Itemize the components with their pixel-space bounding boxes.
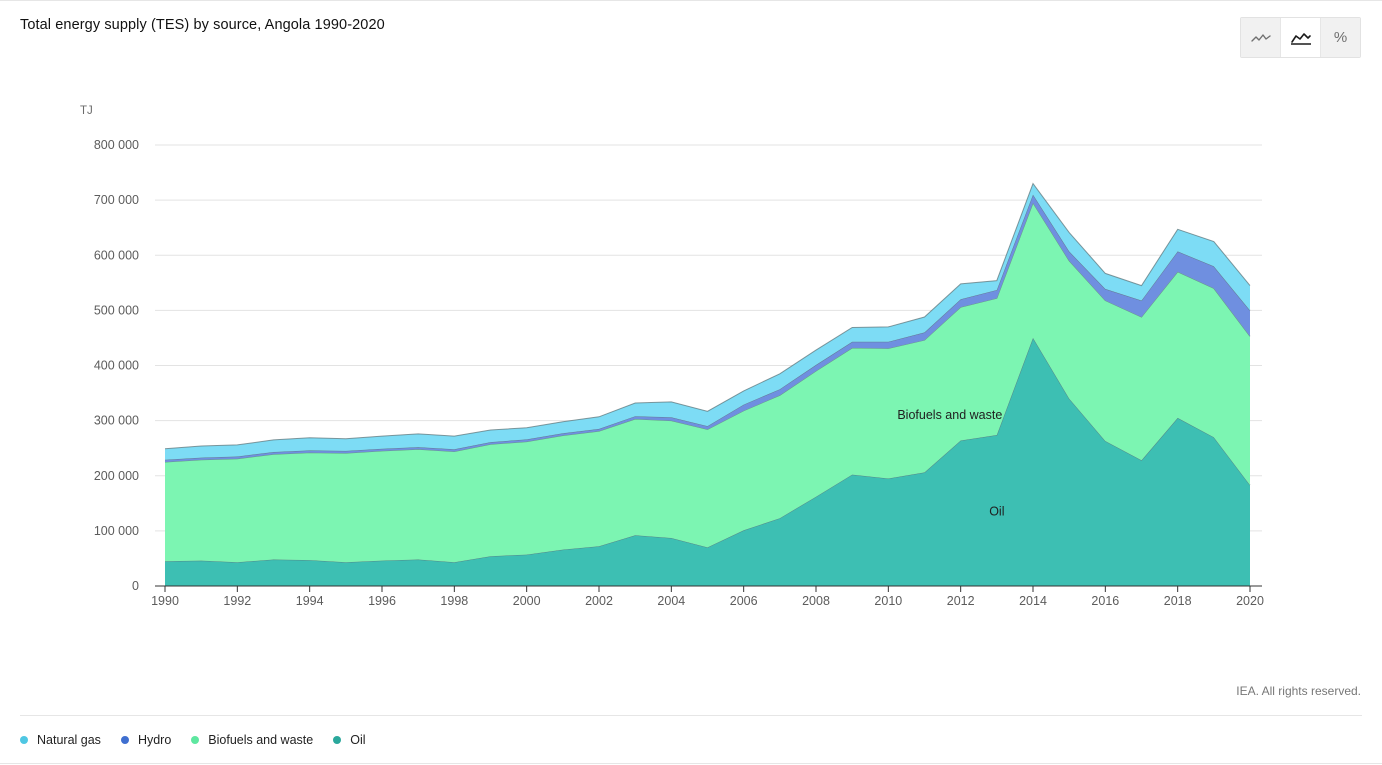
x-tick-label: 2006: [730, 594, 758, 608]
x-tick-label: 1998: [440, 594, 468, 608]
percent-chart-button[interactable]: %: [1320, 18, 1360, 57]
chart-legend: Natural gas Hydro Biofuels and waste Oil: [20, 733, 366, 747]
legend-item-biofuels[interactable]: Biofuels and waste: [191, 733, 313, 747]
legend-label-hydro: Hydro: [137, 733, 172, 747]
x-tick-label: 1994: [296, 594, 324, 608]
x-tick-label: 1996: [368, 594, 396, 608]
y-tick-label: 200 000: [94, 469, 139, 483]
top-divider: [0, 0, 1382, 1]
x-tick-label: 2000: [513, 594, 541, 608]
legend-item-oil[interactable]: Oil: [333, 733, 366, 747]
biofuels-legend-dot: [191, 736, 200, 744]
legend-label-oil: Oil: [350, 733, 366, 747]
legend-label-biofuels: Biofuels and waste: [208, 733, 314, 747]
legend-divider: [20, 715, 1362, 716]
hydro-legend-dot: [120, 736, 129, 744]
natural-gas-outline: [164, 182, 1251, 450]
y-tick-label: 100 000: [94, 524, 139, 538]
natural-gas-legend-dot: [20, 736, 28, 744]
x-tick-label: 2012: [947, 594, 975, 608]
oil-area[interactable]: [165, 337, 1250, 586]
y-axis-unit-label: TJ: [80, 105, 93, 117]
legend-label-natural-gas: Natural gas: [37, 733, 101, 747]
area-chart: 0 100 000 200 000 300 000 400 000 500 000 600 …: [80, 105, 1264, 608]
oil-legend-dot: [333, 736, 342, 744]
chart-type-toggle: %: [1240, 17, 1361, 58]
x-tick-label: 2008: [802, 594, 830, 608]
x-tick-label: 2018: [1164, 594, 1192, 608]
y-tick-label: 0: [132, 579, 139, 593]
line-chart-button[interactable]: [1241, 18, 1280, 57]
x-tick-label: 2002: [585, 594, 613, 608]
biofuels-area[interactable]: [165, 202, 1250, 563]
area-chart-icon: [1290, 32, 1311, 45]
legend-item-natural-gas[interactable]: Natural gas: [20, 733, 101, 747]
y-tick-label: 300 000: [94, 414, 139, 428]
x-tick-label: 2004: [657, 594, 685, 608]
x-tick-label: 2016: [1091, 594, 1119, 608]
area-annotation: Biofuels and waste: [897, 408, 1002, 422]
line-chart-icon: [1250, 33, 1271, 42]
x-tick-label: 1992: [223, 594, 251, 608]
y-tick-label: 800 000: [94, 138, 139, 152]
area-chart-button[interactable]: [1280, 18, 1320, 57]
x-tick-label: 2020: [1236, 594, 1264, 608]
axes: 1990 1992 1994 1996 1998 2000 2002 2004 2006 2008…: [151, 585, 1264, 608]
annotations: Biofuels and waste Oil: [897, 408, 1004, 518]
series-areas: [164, 182, 1251, 586]
legend-item-hydro[interactable]: Hydro: [120, 733, 172, 747]
x-tick-label: 1990: [151, 594, 179, 608]
percent-icon: %: [1333, 29, 1348, 46]
y-tick-label: 700 000: [94, 193, 139, 207]
y-tick-label: 500 000: [94, 303, 139, 317]
y-tick-label: 400 000: [94, 359, 139, 373]
x-tick-label: 2010: [874, 594, 902, 608]
x-tick-label: 2014: [1019, 594, 1047, 608]
y-tick-label: 600 000: [94, 248, 139, 262]
area-annotation: Oil: [989, 505, 1004, 519]
bottom-divider: [0, 763, 1382, 764]
copyright-notice: IEA. All rights reserved.: [1236, 684, 1361, 698]
chart-title: Total energy supply (TES) by source, Ang…: [20, 17, 385, 33]
